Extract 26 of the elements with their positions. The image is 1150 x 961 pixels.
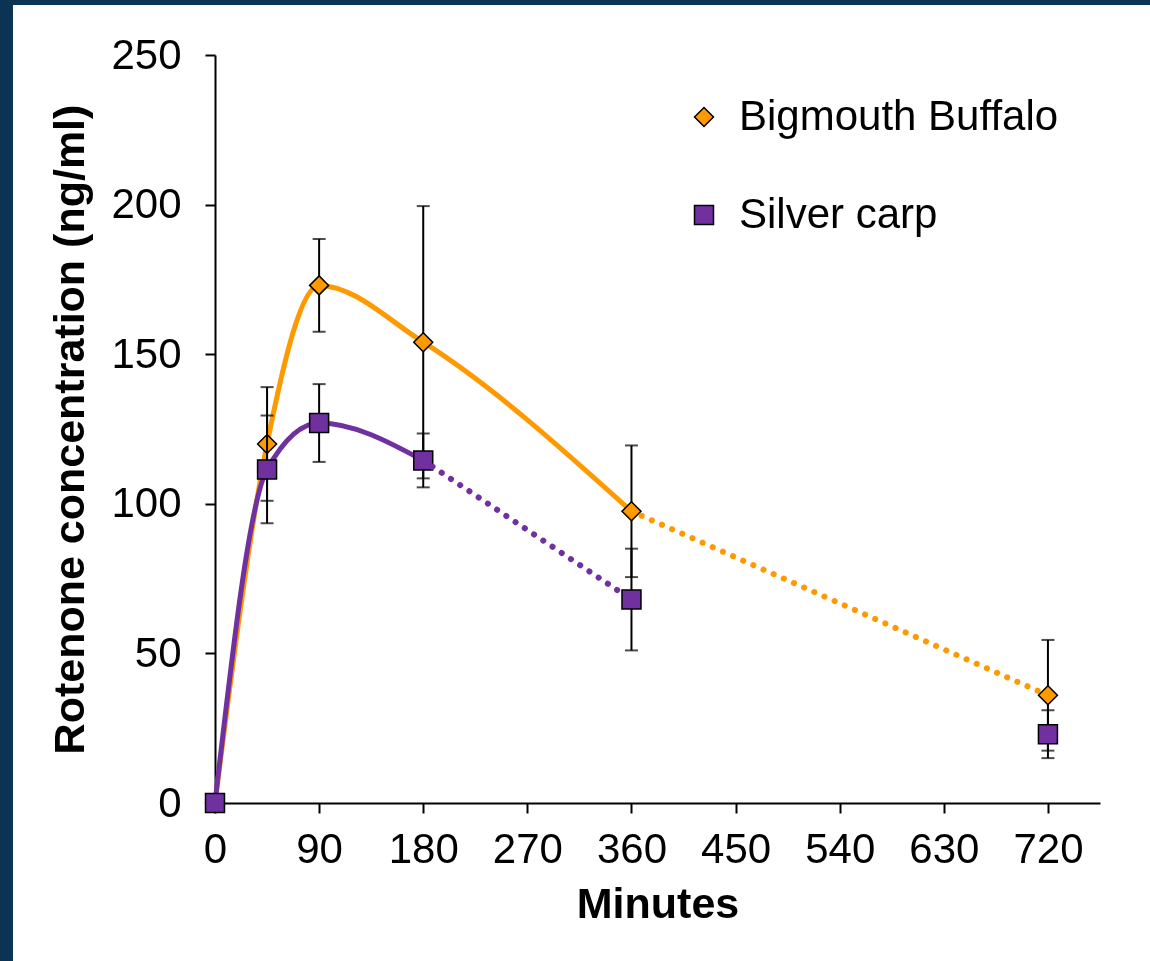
y-axis-title: Rotenone concentration (ng/ml) [45, 104, 94, 755]
x-tick-label: 630 [909, 824, 980, 872]
y-tick-label: 100 [111, 479, 182, 527]
y-tick-label: 50 [134, 628, 182, 676]
legend-label: Silver carp [739, 190, 938, 237]
point [621, 589, 642, 610]
point [256, 459, 278, 480]
y-tick-label: 0 [158, 778, 182, 826]
legend-label: Bigmouth Buffalo [739, 92, 1059, 139]
point [413, 331, 434, 353]
x-tick-label: 90 [296, 824, 343, 872]
x-axis-title: Minutes [576, 878, 740, 927]
x-tick-label: 270 [492, 824, 563, 872]
point [308, 412, 330, 434]
x-tick-label: 360 [596, 824, 668, 872]
x-tick-label: 540 [805, 824, 876, 872]
y-tick-label: 200 [111, 180, 182, 228]
point [308, 275, 330, 296]
x-tick-label: 720 [1013, 824, 1084, 872]
x-tick-label: 450 [701, 824, 772, 872]
x-tick-label: 0 [203, 824, 228, 872]
y-tick-label: 250 [111, 30, 182, 78]
point [1037, 685, 1059, 706]
x-tick-label: 180 [388, 824, 459, 872]
y-tick-label: 150 [111, 329, 182, 377]
point [1037, 723, 1059, 745]
